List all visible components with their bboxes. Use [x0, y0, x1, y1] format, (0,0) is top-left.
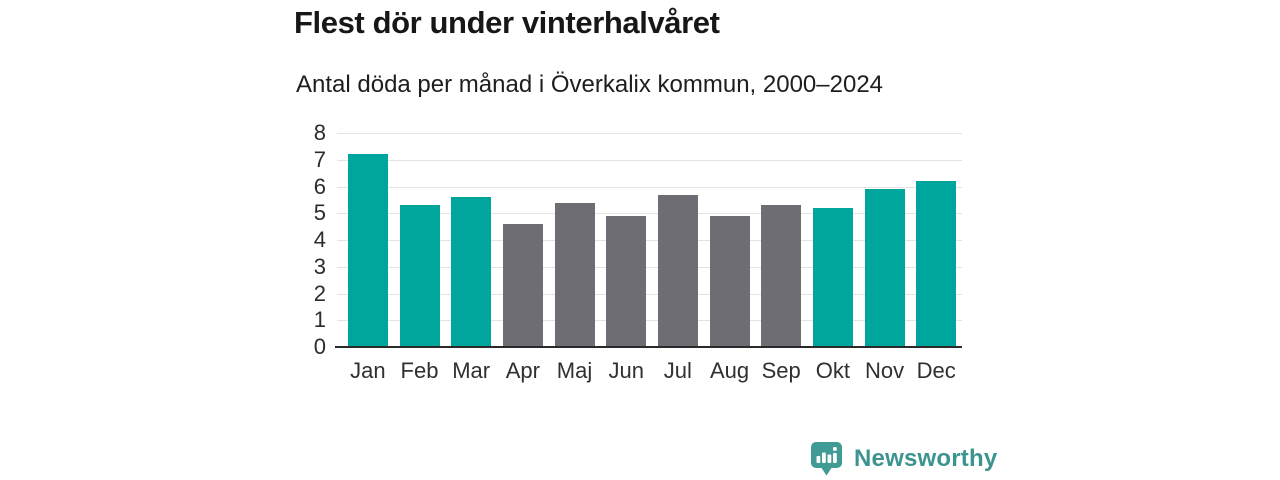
newsworthy-bubble-barchart-icon [811, 442, 842, 476]
brand-name: Newsworthy [854, 444, 998, 472]
y-tick-label-0: 0 [313, 334, 326, 359]
bars-layer [342, 133, 962, 347]
x-axis-line [335, 346, 962, 348]
bar-slot-mar [445, 133, 497, 347]
bar-slot-okt [807, 133, 859, 347]
bar-feb [399, 205, 440, 347]
gridline-y7 [337, 159, 962, 161]
y-tick-label-6: 6 [313, 173, 326, 199]
chart-title: Flest dör under vinterhalvåret [294, 5, 720, 40]
gridline-y3 [337, 266, 962, 268]
bar-slot-dec [910, 133, 962, 347]
bar-slot-feb [394, 133, 446, 347]
chart-subtitle: Antal döda per månad i Överkalix kommun,… [296, 71, 884, 98]
gridline-y1 [337, 320, 962, 322]
y-tick-label-5: 5 [313, 200, 326, 226]
y-tick-label-2: 2 [313, 280, 326, 306]
x-tick-label-dec: Dec [916, 358, 956, 383]
x-tick-label-mar: Mar [452, 358, 491, 383]
bar-okt [812, 207, 853, 347]
bar-nov [864, 189, 905, 347]
bar-slot-jan [342, 133, 394, 347]
x-tick-label-okt: Okt [815, 358, 850, 383]
x-tick-label-feb: Feb [400, 358, 439, 383]
newsworthy-logo[interactable]: Newsworthy [808, 440, 997, 477]
x-tick-label-jan: Jan [350, 358, 386, 383]
y-tick-label-4: 4 [313, 227, 326, 252]
gridline-y8 [337, 133, 962, 134]
bar-aug [709, 215, 750, 347]
bar-slot-aug [704, 133, 756, 347]
bar-jul [657, 194, 698, 347]
gridline-y4 [337, 240, 962, 241]
y-tick-label-3: 3 [313, 253, 326, 279]
bar-jan [347, 154, 388, 347]
bar-slot-jun [600, 133, 652, 347]
y-tick-label-1: 1 [313, 307, 326, 333]
x-tick-label-apr: Apr [505, 358, 540, 383]
bar-slot-nov [859, 133, 911, 347]
bar-slot-apr [497, 133, 549, 347]
gridline-y5 [337, 213, 962, 215]
x-tick-label-jul: Jul [663, 358, 692, 383]
gridline-y2 [337, 293, 962, 295]
bar-slot-maj [549, 133, 601, 347]
x-tick-label-maj: Maj [556, 358, 593, 383]
x-tick-label-sep: Sep [761, 358, 801, 383]
bar-mar [451, 197, 492, 347]
bar-apr [502, 223, 543, 347]
bar-dec [916, 181, 957, 347]
x-axis-labels: Jan Feb Mar Apr Maj Jun Jul Aug Sep Okt Nov Dec [342, 358, 962, 384]
x-tick-label-jun: Jun [608, 358, 644, 383]
bar-slot-sep [755, 133, 807, 347]
bar-sep [761, 205, 802, 347]
bar-slot-jul [652, 133, 704, 347]
x-tick-label-nov: Nov [864, 358, 905, 383]
bar-maj [554, 202, 595, 347]
x-tick-label-aug: Aug [709, 358, 750, 383]
y-tick-label-7: 7 [313, 146, 326, 172]
y-tick-label-8: 8 [313, 120, 326, 145]
gridline-y6 [337, 186, 962, 188]
bar-jun [606, 215, 647, 347]
